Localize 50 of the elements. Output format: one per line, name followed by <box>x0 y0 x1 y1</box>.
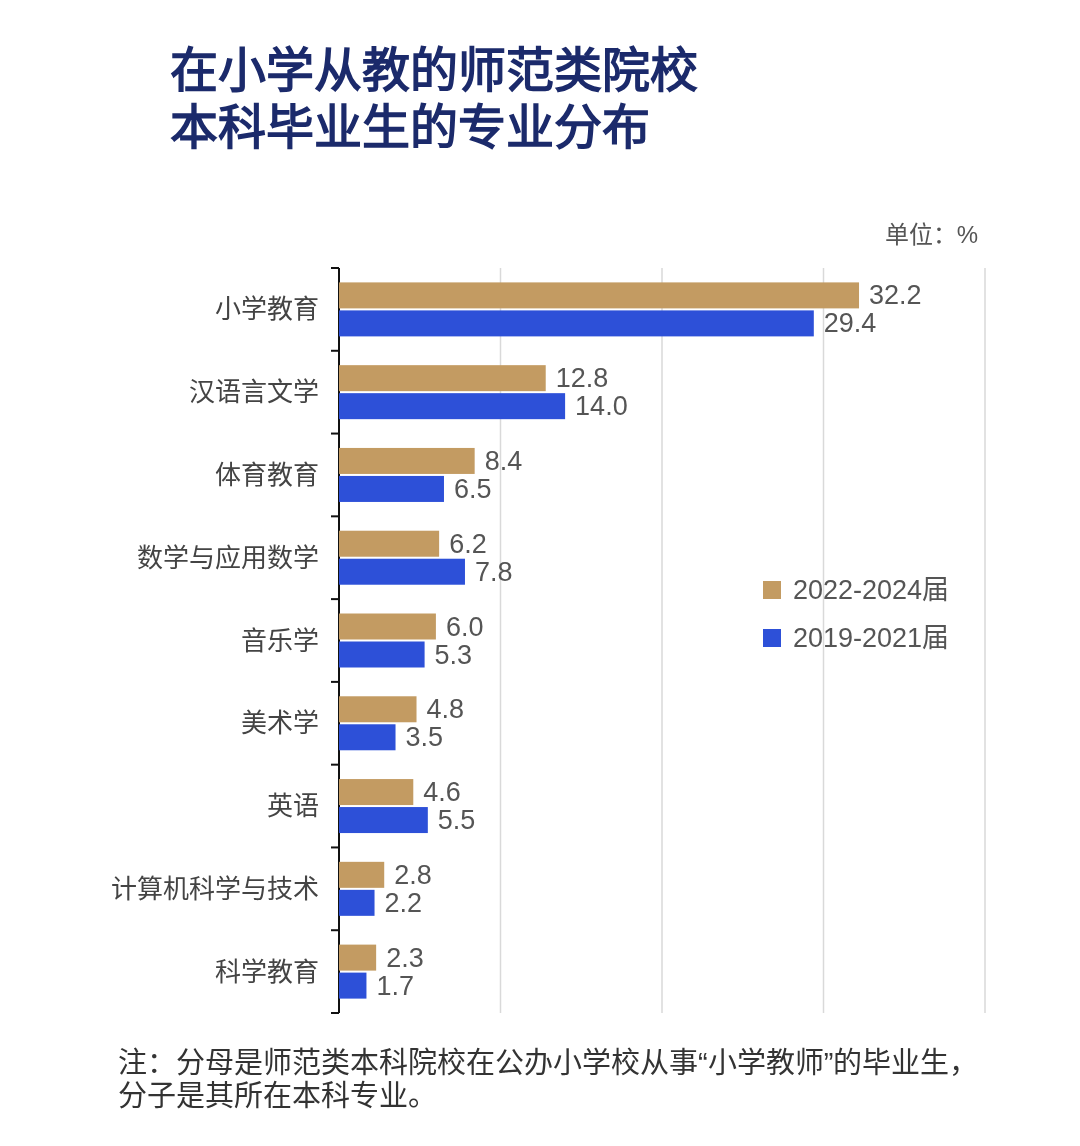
bar <box>339 613 436 640</box>
data-label: 5.3 <box>434 639 473 670</box>
data-label: 14.0 <box>575 391 628 422</box>
bar <box>339 475 444 502</box>
data-label: 7.8 <box>474 556 513 587</box>
y-tick-label: 数学与应用数学 <box>137 542 319 573</box>
data-label: 4.8 <box>426 694 465 725</box>
bar <box>339 558 465 585</box>
legend-label: 2022-2024届 <box>793 575 950 605</box>
bar <box>339 861 385 888</box>
data-label: 2.3 <box>386 942 424 973</box>
bar <box>339 972 367 999</box>
bar <box>339 530 440 557</box>
bar <box>339 724 396 751</box>
data-label: 4.6 <box>423 777 461 808</box>
data-label: 8.4 <box>484 445 523 476</box>
data-label: 2.2 <box>384 887 423 918</box>
bar <box>339 641 425 668</box>
data-label: 6.0 <box>445 611 484 642</box>
title: 在小学从教的师范类院校本科毕业生的专业分布 <box>170 43 699 156</box>
bar <box>339 696 417 723</box>
bar <box>339 365 546 392</box>
y-tick-label: 音乐学 <box>241 625 319 656</box>
data-label: 3.5 <box>405 722 444 753</box>
legend-label: 2019-2021届 <box>793 623 950 653</box>
data-label: 6.5 <box>453 473 492 504</box>
data-label: 5.5 <box>437 805 476 836</box>
y-tick-label: 美术学 <box>241 708 319 739</box>
note: 注：分母是师范类本科院校在公办小学校从事“小学教师”的毕业生，分子是其所在本科专业。 <box>118 1047 980 1113</box>
y-tick-label: 汉语言文学 <box>189 377 319 408</box>
bar <box>339 282 860 309</box>
bar <box>339 310 814 337</box>
y-tick-label: 计算机科学与技术 <box>111 873 319 904</box>
data-label: 29.4 <box>823 308 877 339</box>
y-tick-label: 小学教育 <box>215 294 319 325</box>
y-tick-label: 体育教育 <box>215 459 319 490</box>
data-label: 32.2 <box>869 280 922 311</box>
text: 单位：% <box>884 221 978 248</box>
bar <box>339 393 566 420</box>
data-label: 2.8 <box>394 859 432 890</box>
data-label: 1.7 <box>376 970 414 1001</box>
bar <box>339 447 475 474</box>
y-tick-label: 英语 <box>267 791 319 822</box>
bar <box>339 807 428 834</box>
data-label: 12.8 <box>555 363 609 394</box>
data-label: 6.2 <box>449 528 487 559</box>
bar <box>339 779 414 806</box>
y-tick-label: 科学教育 <box>215 956 319 987</box>
bar <box>339 944 377 971</box>
bar <box>339 889 375 916</box>
